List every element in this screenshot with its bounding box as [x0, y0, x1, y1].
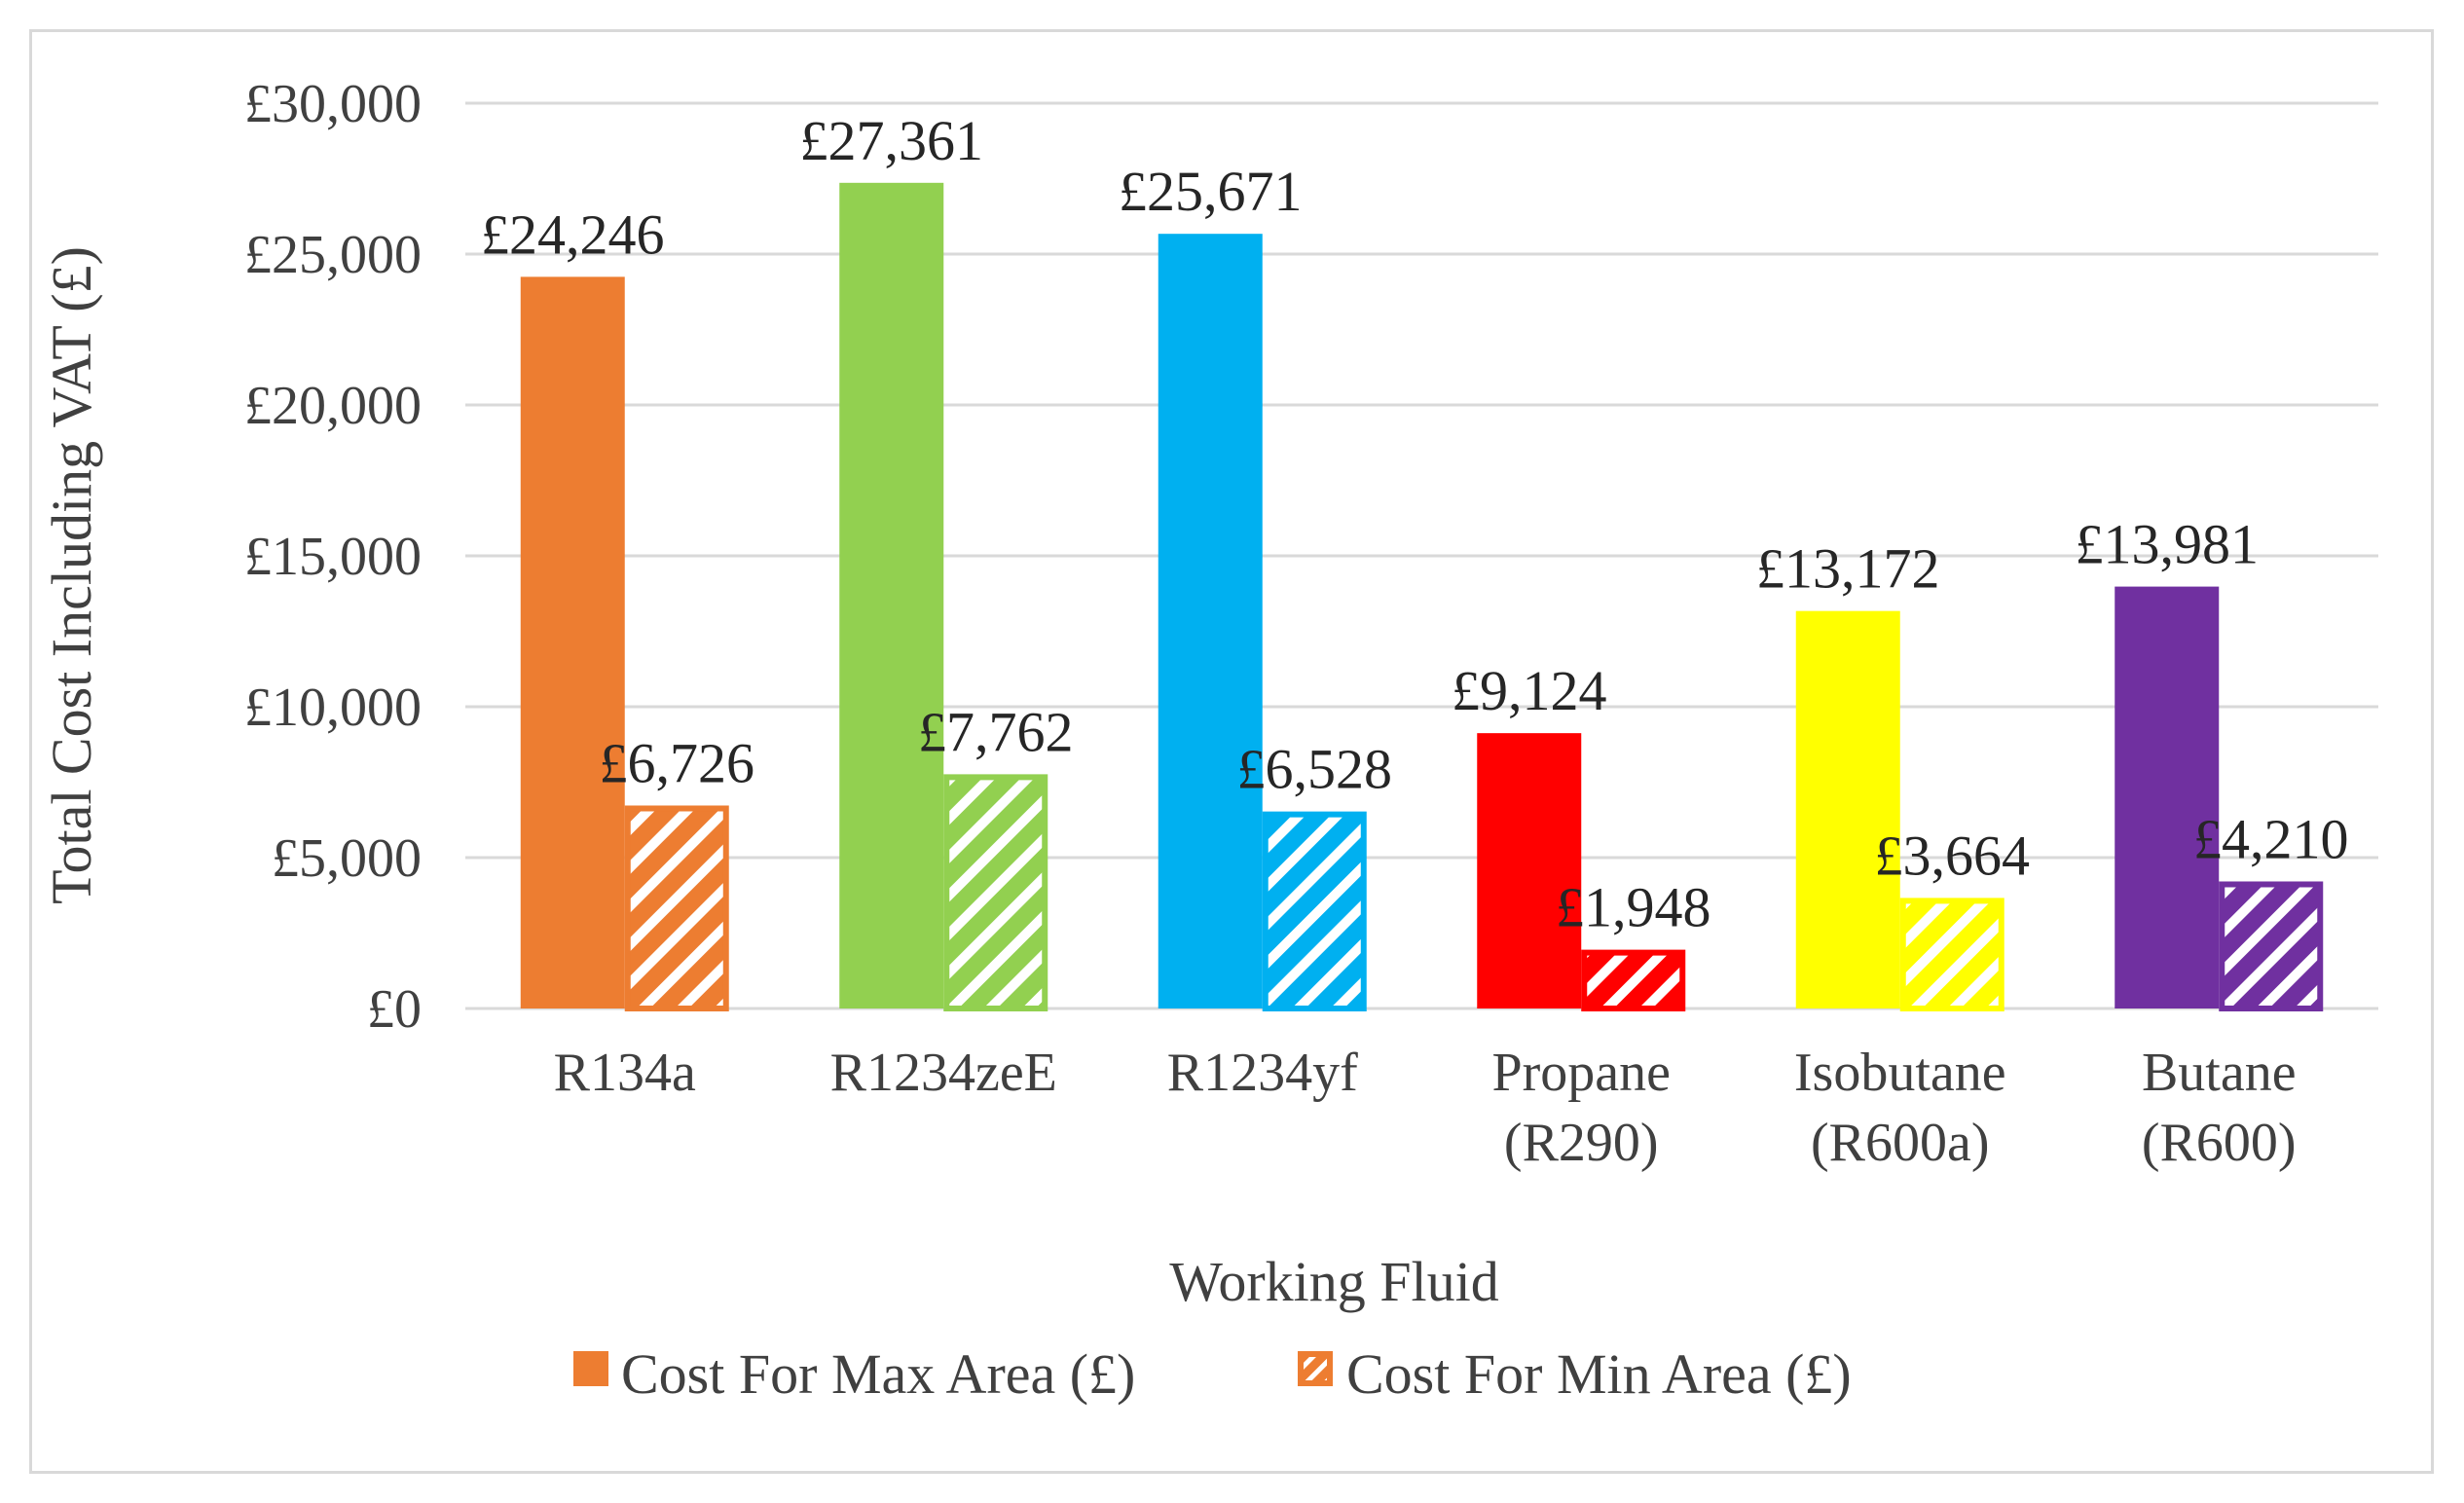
x-category-label: Isobutane (R600a)	[1794, 1043, 2006, 1173]
data-label: £13,981	[2076, 513, 2260, 576]
data-label: £27,361	[800, 109, 984, 172]
data-label: £1,948	[1556, 876, 1711, 939]
y-tick-label: £10,000	[244, 678, 422, 738]
y-tick-label: £20,000	[244, 376, 422, 436]
legend-label-max-area: Cost For Max Area (£)	[621, 1342, 1135, 1406]
legend-swatch-max-area	[573, 1351, 608, 1386]
max-area-bar-1	[839, 182, 944, 1008]
bar-chart: £0 £5,000 £10,000 £15,000 £20,000 £25,000 £30,…	[40, 74, 2378, 1406]
y-tick-label: £25,000	[244, 225, 422, 285]
max-area-bar-4	[1795, 610, 1900, 1008]
data-label: £13,172	[1756, 537, 1940, 601]
min-area-bar-0	[624, 805, 729, 1012]
data-label: £6,528	[1237, 738, 1393, 801]
x-category-label: R1234yf	[1167, 1043, 1358, 1103]
data-label: £4,210	[2193, 807, 2349, 870]
y-tick-label: £0	[367, 979, 422, 1040]
min-area-bar-5	[2219, 881, 2324, 1011]
x-category-label: Butane (R600)	[2142, 1043, 2297, 1173]
legend-swatch-min-area	[1298, 1351, 1333, 1386]
min-area-bar-4	[1899, 898, 2004, 1012]
max-area-bar-0	[520, 276, 625, 1008]
x-axis-title: Working Fluid	[1169, 1250, 1499, 1313]
min-area-bar-2	[1262, 811, 1367, 1012]
min-area-bar-1	[943, 774, 1048, 1011]
data-label: £7,762	[918, 700, 1074, 763]
y-axis-title: Total Cost Including VAT (£)	[40, 246, 103, 904]
x-category-label: R1234zeE	[830, 1043, 1057, 1103]
x-category-label: R134a	[554, 1043, 696, 1103]
data-label: £3,664	[1875, 824, 2031, 887]
y-tick-label: £5,000	[272, 828, 422, 889]
chart-frame: £0 £5,000 £10,000 £15,000 £20,000 £25,000 £30,…	[29, 29, 2434, 1474]
max-area-bar-5	[2115, 586, 2220, 1008]
data-label: £6,726	[600, 731, 755, 794]
data-label: £9,124	[1452, 659, 1607, 722]
y-tick-label: £30,000	[244, 74, 422, 134]
max-area-bar-3	[1477, 733, 1582, 1008]
data-label: £25,671	[1119, 160, 1303, 223]
max-area-bar-2	[1158, 234, 1263, 1009]
min-area-bar-3	[1581, 949, 1686, 1011]
y-tick-label: £15,000	[244, 527, 422, 587]
data-label: £24,246	[481, 202, 665, 266]
x-category-label: Propane (R290)	[1491, 1043, 1671, 1173]
legend-label-min-area: Cost For Min Area (£)	[1346, 1342, 1852, 1406]
